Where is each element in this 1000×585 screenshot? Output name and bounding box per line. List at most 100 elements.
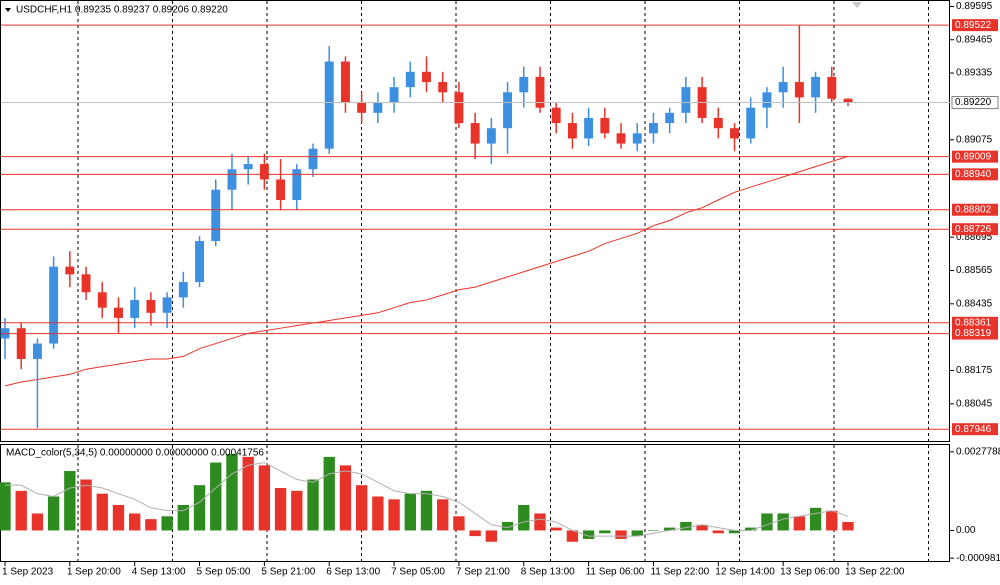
macd-bar [404,493,416,531]
candle-body [730,128,739,139]
candle-body [681,87,691,113]
price-panel [0,0,950,442]
candle-body [827,76,837,99]
candle-body [16,328,26,359]
candle-body [616,133,626,144]
candle-body [357,102,367,113]
x-tick-label: 13 Sep 06:00 [780,567,840,578]
macd-bar [647,530,660,531]
candle-body [567,123,577,139]
level-label: 0.87946 [955,424,992,435]
macd-bar [631,530,643,537]
candle-body [762,92,772,108]
macd-bar [177,504,190,531]
candle-body [114,307,123,318]
candle-body [389,87,399,103]
macd-bar [80,479,92,531]
y-tick-label: 0.00 [956,525,976,536]
macd-bar [15,490,27,531]
macd-bar [777,513,789,531]
candle-body [503,92,513,129]
macd-bar [0,482,11,531]
x-tick-label: 5 Sep 05:00 [197,567,251,578]
candle-body [340,61,350,103]
x-tick-label: 13 Sep 22:00 [845,567,905,578]
macd-bar [372,496,384,531]
level-label: 0.88319 [955,328,992,339]
macd-bar [274,488,287,531]
macd-bar [112,504,125,531]
macd-bar [728,530,741,534]
level-label-box [952,150,998,163]
candle-body [811,76,821,98]
candle-body [746,107,756,139]
candle-body [276,179,286,200]
x-tick-label: 12 Sep 14:00 [715,567,775,578]
macd-bar [339,465,352,531]
candle-body [373,102,383,113]
x-tick-label: 8 Sep 13:00 [521,567,575,578]
macd-bar [809,507,822,531]
level-label: 0.88361 [955,317,992,328]
macd-bar [501,521,514,531]
macd-bar [842,521,854,531]
candle-body [843,98,853,103]
macd-bar [355,485,368,531]
y-tick-label: 0.88435 [956,298,993,309]
macd-bar [663,527,676,531]
moving-average [4,155,849,387]
candle-body [422,71,431,83]
chart-title: USDCHF,H1 0.89235 0.89237 0.89206 0.8922… [16,5,228,16]
candle-body [97,292,107,308]
macd-bar [469,530,481,537]
macd-bar [793,516,806,531]
macd-bar [761,513,773,531]
candle-body [32,343,42,359]
level-label-box [952,423,998,436]
x-tick-label: 7 Sep 05:00 [391,567,445,578]
candle-body [178,282,188,298]
candle-body [162,297,172,313]
candle-body [535,76,545,108]
candle-body [794,82,804,98]
macd-bar [129,513,141,531]
macd-bar [161,516,173,531]
candle-body [649,123,658,134]
candle-body [324,61,334,149]
macd-bar [615,530,627,539]
x-tick-label: 1 Sep 2023 [2,567,54,578]
x-tick-label: 5 Sep 21:00 [261,567,315,578]
macd-title: MACD_color(5,34,5) 0.00000000 0.00000000… [6,448,264,459]
y-tick-label: 0.88565 [956,265,993,276]
candle-body [665,112,675,124]
y-tick-label: 0.89075 [956,134,993,145]
level-label: 0.88726 [955,224,992,235]
x-tick-label: 4 Sep 13:00 [132,567,186,578]
macd-bar [680,521,692,531]
candle-body [600,117,610,134]
current-price-box [951,96,999,110]
y-tick-label: 0.88175 [956,365,993,376]
macd-bar [485,530,498,542]
candle-body [130,299,140,318]
x-tick-label: 1 Sep 20:00 [67,567,121,578]
candle-body [49,266,59,344]
macd-bar [64,471,76,531]
candle-body [584,117,594,139]
macd-bar [210,462,222,531]
macd-bar [745,527,757,531]
y-tick-label: 0.89465 [956,34,993,45]
macd-bar [550,527,562,531]
macd-signal [5,462,849,537]
macd-bar [193,485,206,531]
candle-body [454,92,464,124]
macd-bar [696,524,708,531]
macd-bar [96,493,108,531]
macd-bar [518,504,530,531]
menu-arrow [5,8,11,12]
candle-body [146,299,156,313]
level-label: 0.88802 [955,204,992,215]
y-tick-label: -0.000981 [956,553,1000,564]
macd-bar [291,490,303,531]
